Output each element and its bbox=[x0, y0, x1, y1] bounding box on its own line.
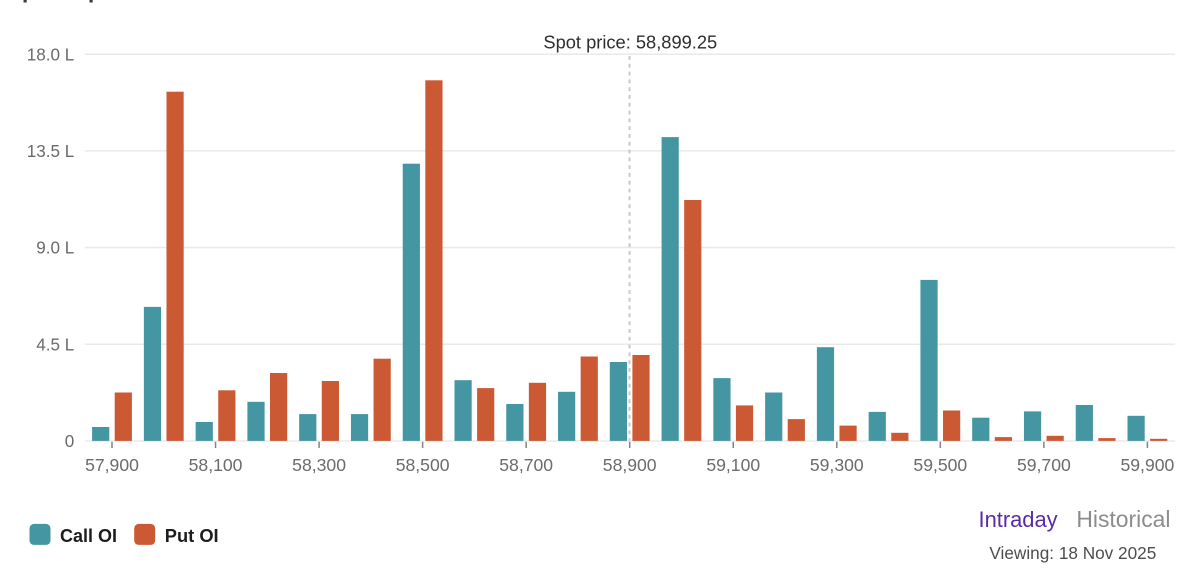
svg-text:Put OI: Put OI bbox=[165, 525, 219, 546]
svg-text:Historical: Historical bbox=[1076, 506, 1170, 532]
svg-text:Viewing: 18 Nov 2025: Viewing: 18 Nov 2025 bbox=[989, 543, 1156, 563]
svg-text:Spot price: 58,899.25: Spot price: 58,899.25 bbox=[543, 32, 717, 53]
svg-text:59,300: 59,300 bbox=[810, 455, 864, 475]
svg-text:13.5 L: 13.5 L bbox=[27, 142, 75, 161]
svg-text:58,700: 58,700 bbox=[499, 455, 553, 475]
svg-text:Call OI: Call OI bbox=[60, 526, 117, 546]
svg-text:59,900: 59,900 bbox=[1120, 455, 1174, 475]
svg-text:59,100: 59,100 bbox=[706, 455, 760, 475]
svg-text:4.5 L: 4.5 L bbox=[36, 335, 74, 354]
svg-text:59,700: 59,700 bbox=[1017, 455, 1071, 475]
svg-text:59,500: 59,500 bbox=[913, 455, 967, 475]
svg-text:58,900: 58,900 bbox=[603, 455, 657, 475]
svg-text:0: 0 bbox=[65, 432, 75, 451]
svg-text:57,900: 57,900 bbox=[85, 455, 139, 475]
svg-text:9.0 L: 9.0 L bbox=[36, 239, 74, 258]
svg-text:18.0 L: 18.0 L bbox=[27, 45, 75, 64]
svg-text:58,500: 58,500 bbox=[396, 455, 450, 475]
svg-text:58,100: 58,100 bbox=[189, 455, 243, 475]
svg-text:Intraday: Intraday bbox=[979, 507, 1058, 532]
svg-text:58,300: 58,300 bbox=[292, 455, 346, 475]
